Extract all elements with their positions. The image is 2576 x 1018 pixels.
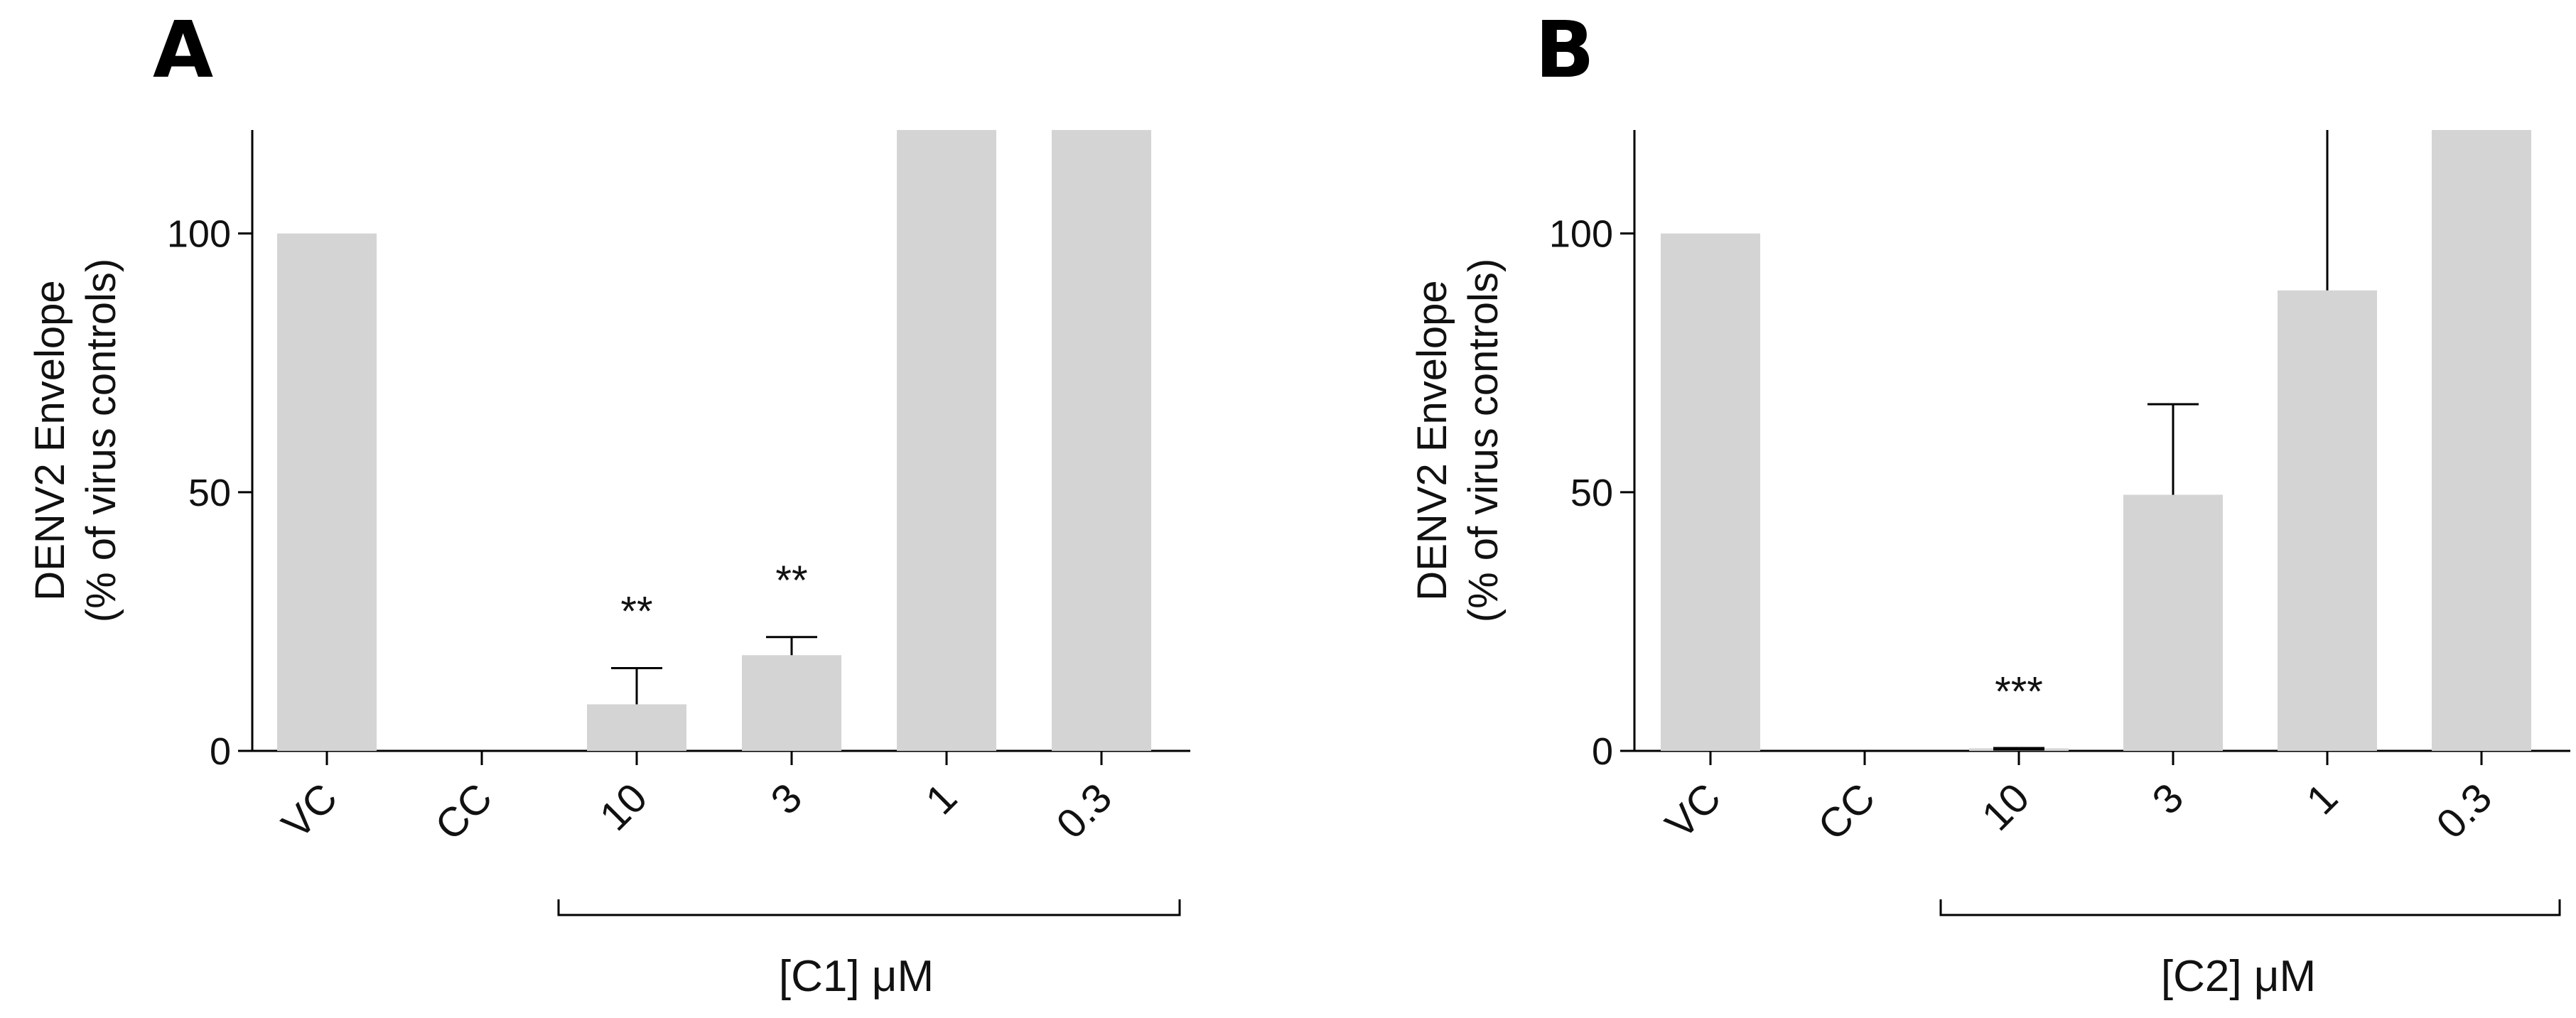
panel-letter: A bbox=[153, 4, 213, 95]
group-bracket bbox=[557, 899, 1181, 916]
bar bbox=[277, 233, 377, 752]
group-bracket bbox=[1939, 899, 2561, 916]
significance-mark: *** bbox=[1995, 668, 2043, 715]
category-label: 10 bbox=[591, 774, 657, 840]
category-label: 1 bbox=[917, 774, 966, 823]
y-tick-label: 50 bbox=[1570, 472, 1613, 514]
category-label: CC bbox=[1809, 774, 1884, 849]
y-tick-label: 50 bbox=[188, 472, 231, 514]
group-label: [C1] μM bbox=[779, 952, 934, 1001]
y-axis-title: DENV2 Envelope (% of virus controls) bbox=[1409, 259, 1507, 622]
category-label: 3 bbox=[762, 774, 811, 823]
category-label: 0.3 bbox=[1047, 774, 1121, 848]
panel-letter: B bbox=[1535, 4, 1595, 95]
group-label: [C2] μM bbox=[2161, 952, 2316, 1001]
bar bbox=[897, 130, 996, 751]
y-tick-label: 100 bbox=[167, 213, 231, 256]
bar bbox=[2123, 494, 2223, 751]
category-label: 10 bbox=[1973, 774, 2039, 840]
y-axis-title: DENV2 Envelope (% of virus controls) bbox=[27, 259, 124, 622]
category-label: VC bbox=[273, 774, 346, 848]
category-label: 3 bbox=[2143, 774, 2192, 823]
significance-mark: ** bbox=[620, 588, 652, 634]
panel-b: B DENV2 Envelope (% of virus controls) [… bbox=[1409, 4, 2570, 1001]
category-label: CC bbox=[426, 774, 501, 849]
y-axis-title-line2: (% of virus controls) bbox=[1460, 259, 1507, 622]
bar bbox=[2432, 130, 2531, 751]
panel-a: A DENV2 Envelope (% of virus controls) [… bbox=[27, 4, 1190, 1001]
y-axis-title-line1: DENV2 Envelope bbox=[1409, 280, 1455, 600]
bar bbox=[587, 704, 686, 751]
significance-mark: ** bbox=[775, 558, 807, 604]
category-label: VC bbox=[1656, 774, 1730, 848]
y-axis-title-line1: DENV2 Envelope bbox=[27, 280, 73, 600]
bar bbox=[1052, 130, 1151, 751]
y-axis-title-line2: (% of virus controls) bbox=[78, 259, 124, 622]
bar bbox=[742, 655, 841, 751]
y-tick-label: 0 bbox=[210, 730, 231, 773]
bar bbox=[1661, 233, 1760, 752]
category-label: 0.3 bbox=[2427, 774, 2501, 848]
category-label: 1 bbox=[2297, 774, 2346, 823]
bar bbox=[2278, 290, 2377, 751]
y-tick-label: 100 bbox=[1549, 213, 1613, 256]
y-tick-label: 0 bbox=[1592, 730, 1613, 773]
